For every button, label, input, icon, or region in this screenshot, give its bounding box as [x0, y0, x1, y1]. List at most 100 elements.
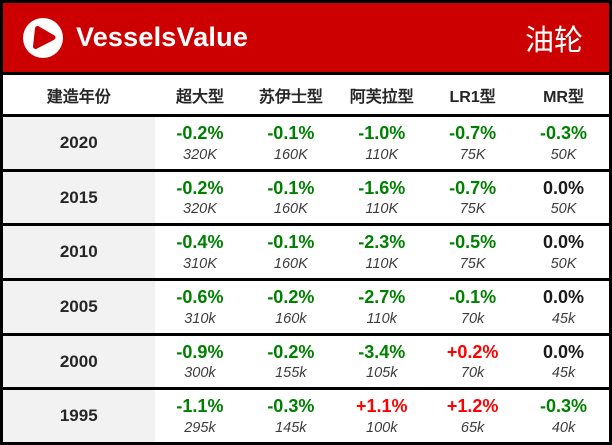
vessel-value: 310k — [184, 310, 216, 327]
vessel-value: 110K — [365, 146, 399, 163]
vessel-value: 75K — [459, 201, 486, 218]
vessel-value: 100k — [366, 419, 398, 436]
pct-change: -0.9% — [176, 341, 224, 362]
value-cell: +0.2% 70k — [427, 336, 518, 388]
pct-change: +1.2% — [446, 396, 499, 417]
vesselsvalue-logo-icon — [23, 17, 63, 58]
pct-change: +1.1% — [355, 396, 408, 417]
pct-change: -0.1% — [267, 232, 315, 253]
vessel-value: 65k — [460, 419, 485, 436]
pct-change: -0.6% — [176, 287, 224, 308]
pct-change: 0.0% — [542, 177, 585, 198]
table-body: 2020 -0.2% 320K -0.1% 160K -1.0% 110K -0.7% 75K -… — [3, 117, 609, 443]
pct-change: -0.2% — [267, 287, 315, 308]
value-cell: 0.0% 50K — [518, 172, 609, 224]
value-cell: +1.2% 65k — [427, 390, 518, 442]
pct-change: -0.1% — [267, 123, 315, 144]
pct-change: -0.2% — [176, 123, 224, 144]
pct-change: -0.7% — [449, 123, 497, 144]
value-cell: -2.3% 110K — [336, 226, 427, 278]
pct-change: -0.3% — [539, 396, 588, 417]
value-cell: -0.4% 310K — [155, 226, 246, 278]
vessel-value: 160k — [275, 310, 307, 327]
vessel-value: 45k — [551, 365, 576, 382]
pct-change: 0.0% — [542, 287, 585, 308]
vessel-value: 160K — [273, 201, 308, 218]
build-year-cell: 2020 — [3, 117, 155, 169]
value-cell: -0.6% 310k — [155, 281, 246, 333]
pct-change: -0.7% — [449, 177, 497, 198]
value-cell: -0.2% 320K — [155, 172, 246, 224]
pct-change: -0.1% — [267, 177, 315, 198]
page-title: 油轮 — [524, 24, 583, 57]
value-cell: -2.7% 110k — [336, 281, 427, 333]
value-cell: -0.3% 40k — [518, 390, 609, 442]
vessel-value: 45k — [551, 310, 576, 327]
value-cell: +1.1% 100k — [336, 390, 427, 442]
table-row: 2005 -0.6% 310k -0.2% 160k -2.7% 110k -0.1% 70k 0… — [3, 281, 609, 336]
pct-change: -3.4% — [358, 341, 406, 362]
column-header-3: 阿芙拉型 — [349, 88, 414, 106]
value-cell: -1.0% 110K — [336, 117, 427, 169]
value-cell: 0.0% 45k — [518, 281, 609, 333]
vessel-value: 155k — [275, 365, 307, 382]
pct-change: 0.0% — [542, 232, 585, 253]
vessel-value: 310K — [183, 255, 217, 272]
column-header-year: 建造年份 — [46, 88, 111, 106]
pct-change: +0.2% — [446, 341, 499, 362]
pct-change: 0.0% — [542, 341, 585, 362]
pct-change: -0.2% — [267, 341, 315, 362]
value-cell: -0.1% 160K — [245, 226, 336, 278]
value-cell: -0.2% 320K — [155, 117, 246, 169]
vessel-value: 295k — [184, 419, 216, 436]
vessel-value: 40k — [551, 419, 576, 436]
pct-change: -2.3% — [358, 232, 406, 253]
value-cell: -1.6% 110K — [336, 172, 427, 224]
pct-change: -0.3% — [267, 396, 315, 417]
value-cell: -1.1% 295k — [155, 390, 246, 442]
value-cell: -0.2% 160k — [245, 281, 336, 333]
vessel-value: 110K — [365, 201, 399, 218]
vessel-value: 50K — [550, 255, 577, 272]
column-header-2: 苏伊士型 — [258, 88, 323, 106]
column-header-4: LR1型 — [449, 88, 496, 106]
column-header-5: MR型 — [543, 88, 584, 106]
value-cell: -0.2% 155k — [245, 336, 336, 388]
vessel-value: 145k — [275, 419, 307, 436]
table-row: 2010 -0.4% 310K -0.1% 160K -2.3% 110K -0.5% 75K 0… — [3, 226, 609, 282]
build-year-cell: 2000 — [3, 335, 155, 388]
vessel-value: 160K — [273, 146, 308, 163]
table-row: 2015 -0.2% 320K -0.1% 160K -1.6% 110K -0.7% 75K 0… — [3, 171, 609, 227]
vessel-value: 110K — [365, 255, 399, 272]
vessel-value: 75K — [459, 146, 486, 163]
vessel-value: 320K — [183, 201, 217, 218]
pct-change: -0.1% — [449, 287, 497, 308]
table-row: 1995 -1.1% 295k -0.3% 145k +1.1% 100k +1.2% 65k -… — [3, 390, 609, 443]
pct-change: -1.0% — [358, 123, 406, 144]
vessel-value: 75K — [459, 255, 486, 272]
table-row: 2020 -0.2% 320K -0.1% 160K -1.0% 110K -0.7% 75K -… — [3, 117, 609, 172]
vessel-value: 50K — [550, 201, 577, 218]
column-header-1: 超大型 — [175, 88, 224, 106]
value-cell: -0.9% 300k — [155, 336, 246, 388]
pct-change: -1.6% — [358, 177, 406, 198]
vessel-value: 50K — [550, 146, 577, 163]
value-cell: -3.4% 105k — [336, 336, 427, 388]
value-cell: -0.3% 50K — [518, 117, 609, 169]
vessel-value: 300k — [184, 365, 216, 382]
vessel-value: 320K — [183, 146, 217, 163]
value-cell: -0.5% 75K — [427, 226, 518, 278]
build-year-cell: 2010 — [3, 226, 155, 279]
value-cell: -0.1% 160K — [245, 117, 336, 169]
pct-change: -0.4% — [176, 232, 224, 253]
vessel-value: 110k — [366, 310, 397, 327]
value-cell: -0.7% 75K — [427, 117, 518, 169]
vessel-value: 105k — [366, 365, 398, 382]
value-cell: -0.7% 75K — [427, 172, 518, 224]
build-year-cell: 2015 — [3, 171, 155, 224]
build-year-cell: 2005 — [3, 281, 155, 333]
table-row: 2000 -0.9% 300k -0.2% 155k -3.4% 105k +0.2% 70k 0… — [3, 335, 609, 391]
value-cell: 0.0% 45k — [518, 336, 609, 388]
table-header-row: 建造年份 超大型 苏伊士型 阿芙拉型 LR1型 MR型 — [3, 75, 609, 117]
